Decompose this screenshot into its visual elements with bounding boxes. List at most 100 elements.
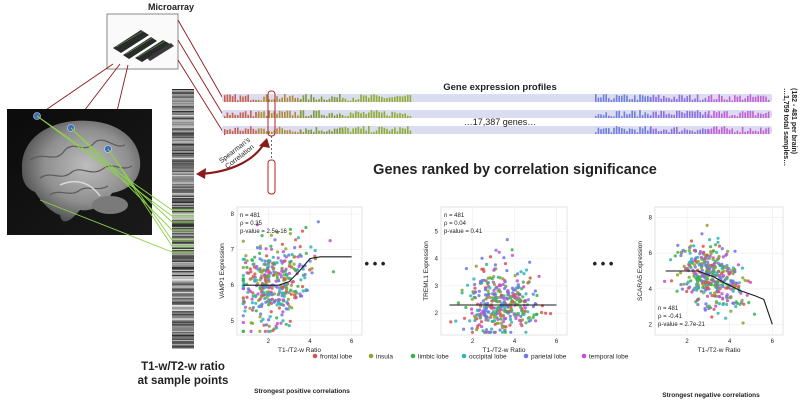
- barcode-stripe: [172, 290, 194, 292]
- data-point: [499, 321, 503, 325]
- data-point: [713, 265, 718, 269]
- barcode-stripe: [172, 347, 194, 349]
- data-point: [243, 309, 247, 313]
- profile-bar: [244, 95, 247, 102]
- data-point: [701, 244, 705, 248]
- data-point: [284, 284, 288, 288]
- data-point: [706, 260, 710, 264]
- profile-bar: [741, 127, 744, 134]
- barcode-stripe: [172, 185, 194, 187]
- profile-bar: [360, 128, 362, 134]
- data-point: [524, 330, 528, 334]
- data-point: [251, 308, 255, 312]
- data-point: [515, 279, 519, 283]
- profile-bar: [362, 111, 365, 118]
- data-point: [281, 250, 285, 254]
- spearman-arrowhead-right: [259, 138, 270, 148]
- profile-bar: [278, 126, 281, 134]
- data-point: [262, 268, 266, 272]
- barcode-stripe: [172, 328, 194, 330]
- profile-bar: [728, 129, 731, 134]
- profile-bar: [726, 111, 728, 118]
- data-point: [494, 298, 498, 302]
- trend-line: [665, 270, 773, 325]
- profile-bar: [344, 98, 347, 102]
- barcode-stripe: [172, 105, 194, 108]
- profile-bar: [360, 94, 362, 102]
- barcode-stripe: [172, 99, 194, 101]
- data-point: [250, 297, 254, 301]
- profile-bar: [294, 111, 296, 118]
- barcode-stripe: [172, 272, 194, 274]
- data-point: [247, 288, 251, 292]
- barcode-stripe: [172, 186, 194, 188]
- data-point: [468, 319, 472, 323]
- profile-bar: [634, 111, 636, 118]
- profile-bar: [696, 110, 699, 118]
- profile-bar: [300, 130, 302, 134]
- legend-label: insula: [376, 354, 393, 361]
- profile-bar: [294, 97, 296, 102]
- data-point: [717, 295, 722, 299]
- data-point: [266, 285, 270, 289]
- profile-bar: [749, 110, 752, 118]
- data-point: [251, 321, 255, 325]
- data-point: [721, 297, 725, 301]
- data-point: [243, 305, 248, 309]
- data-point: [717, 244, 722, 248]
- profile-bar: [639, 110, 641, 118]
- barcode-stripe: [172, 207, 194, 209]
- data-point: [274, 324, 278, 328]
- profile-bar: [713, 126, 715, 134]
- barcode-stripe: [172, 343, 194, 345]
- ellipsis-right: • • •: [593, 256, 614, 271]
- data-point: [259, 312, 263, 316]
- profile-bar: [655, 96, 657, 102]
- data-point: [698, 262, 703, 266]
- profile-bar: [621, 95, 623, 102]
- data-point: [502, 300, 506, 304]
- profile-bar: [255, 112, 257, 118]
- profile-bar: [668, 97, 670, 102]
- data-point: [485, 315, 489, 319]
- profile-bar: [286, 130, 289, 134]
- data-point: [298, 262, 302, 267]
- data-point: [480, 256, 484, 260]
- profile-bar: [708, 96, 710, 102]
- profile-bar: [313, 110, 315, 118]
- barcode-stripe: [172, 102, 194, 104]
- profile-bar: [231, 112, 234, 118]
- data-point: [483, 287, 487, 292]
- profile-bar: [231, 96, 234, 102]
- data-point: [293, 296, 297, 300]
- data-point: [464, 267, 468, 271]
- barcode-stripe: [172, 303, 194, 305]
- profile-bar: [224, 129, 226, 134]
- profile-bar: [315, 110, 318, 118]
- x-axis-label: T1-/T2-w Ratio: [278, 347, 321, 354]
- data-point: [269, 233, 273, 237]
- scara5-scatter-panel: 2 4 6 2 4 6 8 T1-/T2-w Ratio SCARA5 Expression n …: [637, 206, 784, 354]
- data-point: [513, 313, 518, 317]
- barcode-stripe: [172, 121, 194, 123]
- data-point: [481, 267, 485, 271]
- data-point: [480, 325, 484, 329]
- data-point: [277, 306, 281, 310]
- data-point: [716, 240, 720, 244]
- data-point: [292, 262, 296, 266]
- data-point: [284, 307, 288, 311]
- data-point: [690, 290, 694, 294]
- data-point: [258, 315, 262, 319]
- profile-bar: [676, 110, 678, 118]
- data-point: [686, 280, 690, 284]
- profile-bar: [702, 99, 704, 102]
- data-point: [278, 286, 282, 291]
- profile-bar: [250, 100, 252, 102]
- barcode-stripe: [172, 113, 194, 115]
- data-point: [491, 292, 495, 296]
- profile-bar: [263, 128, 265, 134]
- data-point: [253, 278, 257, 283]
- profile-bar: [670, 99, 673, 102]
- profile-bar: [694, 98, 696, 102]
- profile-bar: [689, 130, 691, 134]
